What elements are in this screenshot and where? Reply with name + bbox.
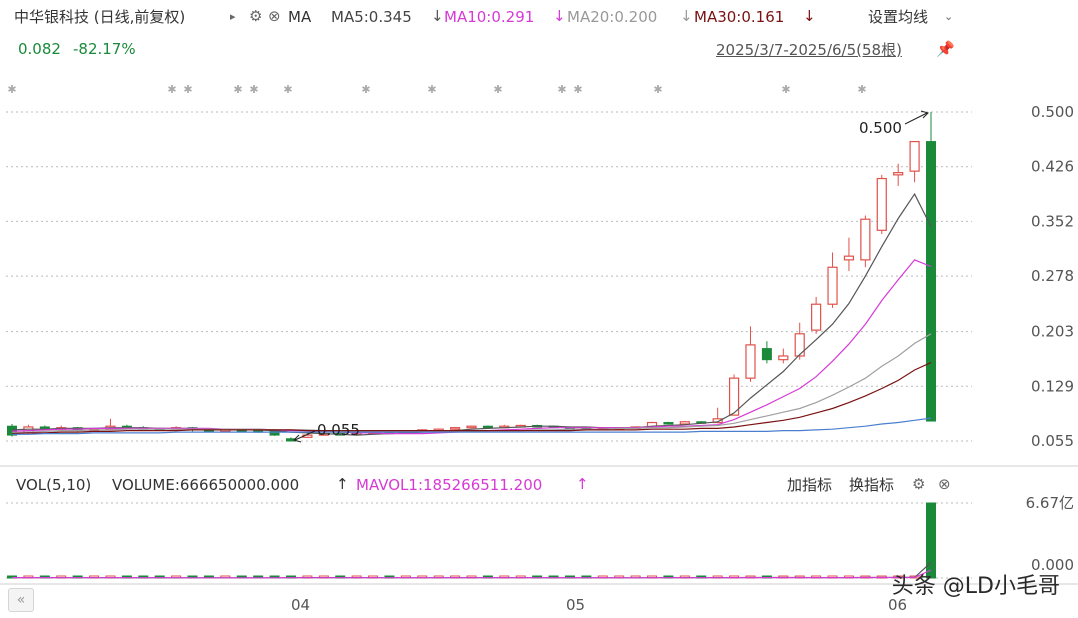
- event-marker-icon: ✱: [167, 83, 176, 96]
- ma5-down-arrow-icon: ↓: [431, 7, 444, 25]
- candle-body: [482, 425, 493, 429]
- candle-body: [269, 430, 280, 436]
- candle-body: [811, 303, 822, 331]
- pin-icon[interactable]: 📌: [936, 40, 955, 58]
- gear-icon[interactable]: ⚙: [249, 7, 263, 25]
- ma20-down-arrow-icon: ↓: [680, 7, 693, 25]
- event-marker-icon: ✱: [573, 83, 582, 96]
- chevron-down-icon[interactable]: ⌄: [944, 10, 954, 23]
- mavol2-line: [12, 569, 932, 579]
- candle-body: [466, 425, 477, 429]
- event-marker-icon: ✱: [653, 83, 662, 96]
- x-label-may: 05: [566, 596, 586, 614]
- ma30-value: MA30:0.161: [694, 8, 785, 26]
- event-marker-icon: ✱: [7, 83, 16, 96]
- volume-tick-label: 0.000: [1031, 556, 1074, 574]
- low-arrow: [294, 430, 316, 441]
- ma10-down-arrow-icon: ↓: [553, 7, 566, 25]
- ma-line-ma10: [11, 259, 932, 435]
- price-change: 0.082: [18, 40, 61, 58]
- mavol1-up-arrow-icon: ↑: [576, 475, 589, 493]
- candle-body: [860, 218, 871, 261]
- ma10-value: MA10:0.291: [444, 8, 535, 26]
- chart-header: 中华银科技 (日线,前复权) ▸ ⚙ ⊗ MA MA5:0.345 ↓ MA10…: [0, 0, 1078, 34]
- scroll-left-button[interactable]: «: [8, 588, 34, 612]
- event-marker-icon: ✱: [493, 83, 502, 96]
- event-marker-icon: ✱: [857, 83, 866, 96]
- candle-body: [449, 427, 461, 430]
- vol-label: VOL(5,10): [16, 476, 92, 494]
- price-tick-label: 0.278: [1031, 267, 1074, 285]
- high-arrow-head: [920, 110, 929, 119]
- price-tick-label: 0.129: [1031, 377, 1074, 395]
- candle-body: [909, 140, 920, 172]
- mavol1-value: MAVOL1:185266511.200: [356, 476, 543, 494]
- candle-body: [679, 421, 690, 425]
- candle-body: [843, 255, 855, 261]
- ma-line-ma60: [12, 417, 932, 435]
- high-price-label: 0.500: [859, 119, 902, 137]
- ma20-value: MA20:0.200: [567, 8, 658, 26]
- price-tick-label: 0.500: [1031, 103, 1074, 121]
- add-indicator-button[interactable]: 加指标: [787, 476, 833, 494]
- event-marker-icon: ✱: [557, 83, 566, 96]
- price-tick-label: 0.055: [1031, 432, 1074, 450]
- event-marker-icon: ✱: [427, 83, 436, 96]
- candle-body: [745, 344, 756, 379]
- candle-body: [893, 172, 904, 176]
- candle-body: [728, 377, 740, 416]
- ma5-value: MA5:0.345: [331, 8, 412, 26]
- volume-header: VOL(5,10) VOLUME:666650000.000 ↑ MAVOL1:…: [0, 472, 1078, 498]
- close-icon[interactable]: ⊗: [268, 7, 281, 25]
- candle-body: [926, 141, 936, 422]
- candle-body: [712, 418, 723, 424]
- expand-arrow-icon[interactable]: ▸: [230, 10, 236, 23]
- ma-line-ma30: [11, 362, 932, 435]
- price-tick-label: 0.352: [1031, 212, 1074, 230]
- candle-body: [663, 422, 674, 425]
- volume-value: VOLUME:666650000.000: [112, 476, 300, 494]
- ma-label: MA: [288, 8, 312, 26]
- stock-title[interactable]: 中华银科技 (日线,前复权): [14, 8, 186, 26]
- date-range[interactable]: 2025/3/7-2025/6/5(58根): [716, 41, 902, 59]
- event-marker-icon: ✱: [781, 83, 790, 96]
- event-marker-icon: ✱: [283, 83, 292, 96]
- event-marker-icon: ✱: [233, 83, 242, 96]
- x-label-jun: 06: [888, 596, 908, 614]
- switch-indicator-button[interactable]: 换指标: [849, 476, 895, 494]
- candle-body: [761, 348, 772, 361]
- ma-settings-button[interactable]: 设置均线: [868, 8, 929, 26]
- price-tick-label: 0.203: [1031, 323, 1074, 341]
- volume-tick-label: 6.67亿: [1026, 494, 1074, 512]
- candle-body: [39, 426, 50, 429]
- high-arrow: [904, 112, 928, 125]
- low-arrow-head: [293, 434, 302, 443]
- ma30-down-arrow-icon: ↓: [803, 7, 816, 25]
- ma-line-ma5: [11, 192, 932, 436]
- event-marker-icon: ✱: [361, 83, 370, 96]
- candle-body: [827, 266, 838, 305]
- candle-body: [794, 333, 805, 357]
- volume-up-arrow-icon: ↑: [336, 475, 349, 493]
- ma-line-ma20: [11, 333, 932, 434]
- low-price-label: 0.055: [317, 421, 360, 439]
- indicator-close-icon[interactable]: ⊗: [938, 475, 951, 493]
- volume-bar: [926, 502, 936, 579]
- event-marker-icon: ✱: [183, 83, 192, 96]
- candle-body: [876, 177, 887, 231]
- mavol1-line: [12, 561, 932, 579]
- percent-change: -82.17%: [73, 40, 136, 58]
- candle-body: [778, 355, 789, 361]
- watermark: 头条 @LD小毛哥: [891, 574, 1060, 599]
- x-label-apr: 04: [291, 596, 311, 614]
- price-tick-label: 0.426: [1031, 158, 1074, 176]
- indicator-gear-icon[interactable]: ⚙: [912, 475, 926, 493]
- event-marker-icon: ✱: [249, 83, 258, 96]
